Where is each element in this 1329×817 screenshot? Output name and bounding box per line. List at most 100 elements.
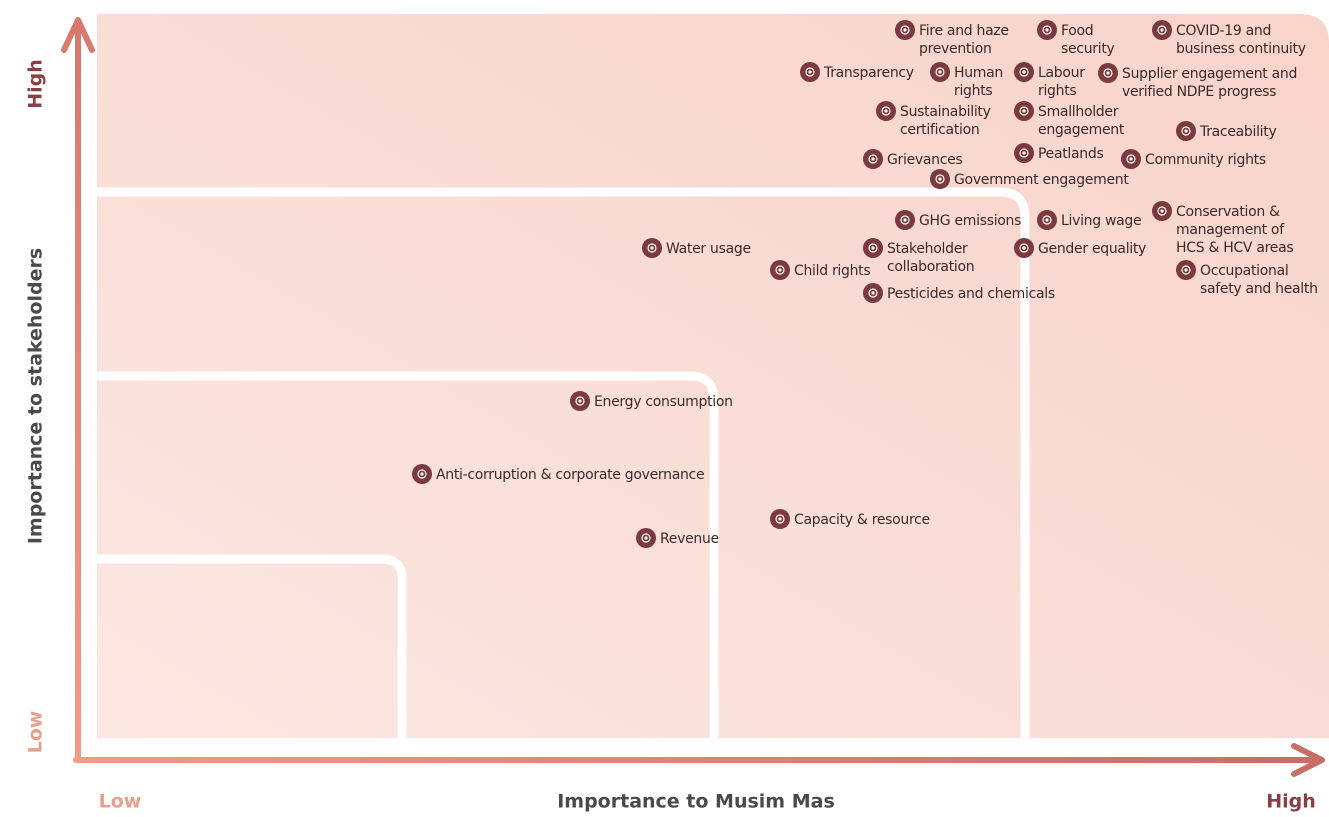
topic-dot-ring: [881, 106, 891, 116]
x-axis-arrow: [73, 743, 1325, 777]
topic-label: Stakeholder: [887, 241, 968, 257]
topic-dot-ring: [900, 215, 910, 225]
topic-dot-core: [650, 246, 654, 250]
topic-label: Community rights: [1145, 152, 1266, 168]
topic-label: Transparency: [823, 65, 914, 81]
zone-line: [97, 371, 719, 738]
topic: Government engagement: [930, 169, 1130, 189]
topic-label: Supplier engagement and: [1122, 66, 1297, 82]
topic-label: business continuity: [1176, 41, 1306, 57]
topic-dot-core: [1184, 129, 1188, 133]
topic-dot-ring: [1126, 154, 1136, 164]
topic-label: collaboration: [887, 259, 974, 275]
topic: Peatlands: [1014, 143, 1104, 163]
topic-label: Food: [1061, 23, 1093, 39]
topic-dot-ring: [900, 25, 910, 35]
topic-label: Fire and haze: [919, 23, 1009, 39]
topic-label: security: [1061, 41, 1115, 57]
topic: Community rights: [1121, 149, 1266, 169]
topic: Labour rights: [1014, 62, 1086, 99]
topic-dot-ring: [641, 533, 651, 543]
topic-label: Human: [954, 65, 1003, 81]
topic-label: Anti-corruption & corporate governance: [436, 467, 704, 483]
topic-dot-core: [1022, 70, 1026, 74]
zone-line: [97, 554, 407, 738]
topic-dot-core: [1022, 246, 1026, 250]
topic-label: Labour: [1038, 65, 1085, 81]
topic-dot-ring: [647, 243, 657, 253]
topic-dot-ring: [1019, 148, 1029, 158]
topic-dot-ring: [417, 469, 427, 479]
axes: [61, 17, 1325, 777]
topic: Supplier engagement and verified NDPE pro…: [1098, 63, 1297, 100]
topic-label: Water usage: [666, 241, 751, 257]
topic: Gender equality: [1014, 238, 1146, 258]
topic-dot-core: [871, 157, 875, 161]
topic-label: Energy consumption: [594, 394, 733, 410]
topic-dot-core: [871, 246, 875, 250]
topic-dot-core: [1184, 268, 1188, 272]
topic-label: engagement: [1038, 122, 1125, 138]
x-high-label: High: [1266, 791, 1316, 813]
topic-dot-ring: [1181, 265, 1191, 275]
topic-dot-ring: [775, 265, 785, 275]
topic: Fire and haze prevention: [895, 20, 1009, 57]
zone-line: [97, 187, 1030, 738]
topic: Pesticides and chemicals: [863, 283, 1055, 303]
topic-label: rights: [1038, 83, 1076, 99]
topic-label: Gender equality: [1038, 241, 1146, 257]
x-low-label: Low: [99, 791, 142, 813]
topic-dot-ring: [868, 243, 878, 253]
topic-label: safety and health: [1200, 281, 1318, 297]
topic: Sustainability certification: [876, 101, 991, 138]
topic-dot-ring: [805, 67, 815, 77]
topic-dot-core: [644, 536, 648, 540]
topic-label: GHG emissions: [919, 213, 1021, 229]
topic: Anti-corruption & corporate governance: [412, 464, 705, 484]
topic-label: Government engagement: [954, 172, 1129, 188]
topic: Capacity & resource: [770, 509, 930, 529]
topic: Energy consumption: [570, 391, 733, 411]
y-axis-arrow: [61, 17, 95, 763]
y-high-label: High: [25, 59, 47, 109]
topic-label: Traceability: [1199, 124, 1276, 140]
topic: Food security: [1037, 20, 1115, 57]
topic-dot-core: [871, 291, 875, 295]
topic-dot-core: [1045, 218, 1049, 222]
topic-dot-core: [778, 517, 782, 521]
topic-dot-ring: [935, 67, 945, 77]
topic-label: Smallholder: [1038, 104, 1119, 120]
topic: Child rights: [770, 260, 871, 280]
topic-dot-core: [778, 268, 782, 272]
topic-label: Occupational: [1200, 263, 1288, 279]
topic-label: Peatlands: [1038, 146, 1103, 162]
topic: Human rights: [930, 62, 1003, 99]
topic-label: management of: [1176, 222, 1285, 238]
topic-dot-core: [903, 28, 907, 32]
y-axis-title: Importance to stakeholders: [25, 248, 47, 544]
topic: Stakeholder collaboration: [863, 238, 975, 275]
topic-label: certification: [900, 122, 979, 138]
topic-label: prevention: [919, 41, 992, 57]
y-low-label: Low: [25, 711, 47, 754]
topic: GHG emissions: [895, 210, 1021, 230]
topic: Revenue: [636, 528, 719, 548]
topic-dot-core: [808, 70, 812, 74]
topic-dot-ring: [1103, 68, 1113, 78]
topic-label: Living wage: [1061, 213, 1141, 229]
topic: COVID-19 and business continuity: [1152, 20, 1306, 57]
topic-dot-core: [578, 399, 582, 403]
topic-dot-ring: [775, 514, 785, 524]
topic-dot-core: [903, 218, 907, 222]
topic: Transparency: [800, 62, 914, 82]
topic-label: Conservation &: [1176, 204, 1280, 220]
topic-dot-core: [938, 70, 942, 74]
topic-label: HCS & HCV areas: [1176, 240, 1293, 256]
x-axis-title: Importance to Musim Mas: [557, 791, 835, 813]
topic-label: rights: [954, 83, 992, 99]
topic: Traceability: [1176, 121, 1277, 141]
topic-dot-core: [1045, 28, 1049, 32]
topic: Grievances: [863, 149, 963, 169]
topic-dot-core: [1106, 71, 1110, 75]
topic-dot-ring: [1181, 126, 1191, 136]
